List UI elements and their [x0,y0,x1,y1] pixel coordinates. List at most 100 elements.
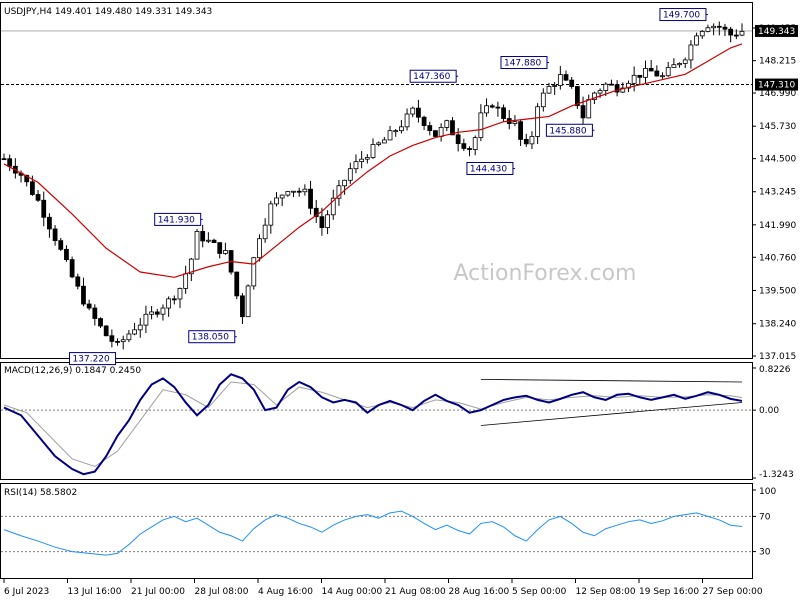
price-annotation: 141.930 [154,212,203,226]
candle [268,200,274,234]
price-tick-label: 146.990 [759,89,796,99]
candle [296,187,302,197]
candle [308,180,313,215]
candle [699,30,705,39]
candle-body [359,158,365,163]
candle-body [330,197,336,216]
candle-body [677,63,682,66]
candle-body [205,239,211,242]
candle [41,191,47,227]
candle-body [643,67,648,78]
candle [12,158,18,179]
candle-body [325,214,330,228]
candle-body [660,75,665,78]
candle [35,189,41,202]
candle-body [64,248,69,261]
candle-body [404,113,410,128]
candle-body [654,70,660,77]
candle [404,108,410,131]
time-tick-label: 13 Jul 16:00 [68,587,122,597]
price-tick-label: 143.245 [759,188,796,198]
candle-body [109,335,115,342]
candle-body [149,311,154,315]
candle [7,154,13,171]
macd-trendline-lower [480,402,743,426]
candle [529,131,535,150]
candle-body [279,194,285,199]
annotation-label: 149.700 [663,11,700,21]
candle [716,21,722,36]
candle [115,338,120,346]
price-tick-label: 139.500 [759,286,796,296]
candle-body [370,144,376,158]
candle [660,72,665,79]
candle-body [7,158,13,167]
candle-body [29,181,35,195]
candle [313,199,319,223]
candle [217,242,223,259]
candle [325,210,330,235]
candle-body [245,285,251,318]
candle-body [81,285,86,305]
candle [705,24,711,33]
candle-body [126,333,132,341]
price-tick-label: 140.760 [759,253,796,263]
candle [478,104,484,142]
candle-body [637,74,643,78]
price-tick-label: 137.015 [759,352,796,362]
candle [677,62,682,68]
candle [728,26,734,43]
candle [501,104,506,122]
candle-body [376,142,382,145]
candle-body [302,188,308,193]
candle [523,133,529,147]
current-price-box [755,24,798,37]
candle-body [262,224,268,240]
candle [347,162,353,184]
candle [364,154,370,164]
time-tick-label: 12 Sep 08:00 [576,587,636,597]
candle [506,110,512,130]
candle-body [35,194,41,201]
candle [200,224,206,248]
macd-panel: 0.8226 0.00 -1.3243 [1,365,794,480]
time-tick-label: 6 Jul 2023 [4,587,49,597]
candle [166,296,172,317]
chart-header: USDJPY,H4 149.401 149.480 149.331 149.34… [4,7,212,17]
candle-body [478,112,484,139]
candle-body [98,318,103,327]
candle [211,238,217,244]
candle-body [160,307,166,315]
candle [47,213,52,238]
rsi-tick-label: 100 [759,487,776,497]
candle-body [427,125,433,132]
candle-body [626,82,631,89]
candle-body [620,87,626,93]
candle [81,277,86,307]
candle-body [699,31,705,37]
candle-body [137,324,143,331]
candle [64,245,69,262]
candle-body [41,199,47,218]
candle-body [569,79,575,87]
candle-body [251,257,257,287]
price-tick-label: 144.500 [759,155,796,165]
candle [733,29,739,40]
candle [574,86,580,109]
price-annotation: 147.880 [500,56,549,70]
candle-body [489,105,495,108]
candle-body [52,228,58,242]
time-tick-label: 28 Jul 08:00 [195,587,249,597]
candle [461,138,467,152]
candle [665,61,671,78]
candle-body [546,86,552,94]
candle-body [518,121,523,140]
candle [631,66,637,92]
price-axis: 149.455148.215146.990145.730144.500143.2… [752,24,798,362]
candle-body [211,239,217,244]
candle [177,287,183,309]
candle [569,76,575,89]
candle [484,98,489,117]
candle [467,146,472,157]
candle [120,335,126,350]
